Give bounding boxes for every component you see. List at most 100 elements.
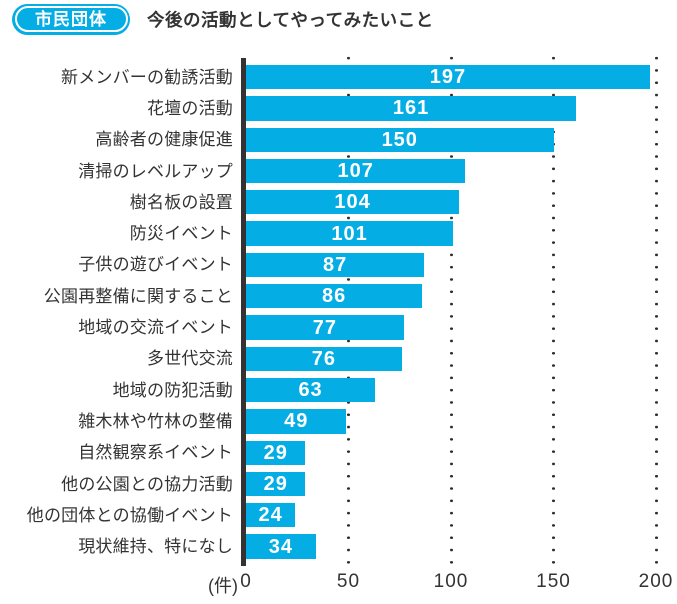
bar: 104: [246, 190, 460, 215]
gridline: [347, 52, 350, 573]
bar: 76: [246, 346, 402, 371]
gridlines: [246, 52, 677, 573]
bar: 34: [246, 534, 316, 559]
category-label: 新メンバーの勧誘活動: [61, 67, 233, 87]
bar-value-label: 197: [429, 66, 467, 89]
category-label: 公園再整備に関すること: [43, 286, 233, 306]
bar-row: 子供の遊びイベント 87: [0, 252, 677, 278]
x-tick-label: 150: [536, 571, 571, 592]
bar-track: 63: [246, 377, 677, 403]
bar: 87: [246, 252, 425, 278]
x-axis: (件) 0 50 100 150 200: [0, 570, 677, 598]
bar-track: 197: [246, 65, 677, 90]
bar: 24: [246, 503, 296, 528]
bar-track: 76: [246, 346, 677, 371]
x-tick-label: 100: [433, 571, 469, 592]
bar-row: 他の団体との協働イベント 24: [0, 503, 677, 528]
gridline: [654, 52, 658, 573]
bar-row: 清掃のレベルアップ 107: [0, 158, 677, 184]
bar: 29: [246, 471, 306, 497]
bar: 63: [246, 377, 376, 403]
bar: 86: [246, 284, 423, 309]
bar-track: 86: [246, 284, 677, 309]
chart-header: 市民団体 今後の活動としてやってみたいこと: [12, 3, 434, 35]
bar: 107: [246, 158, 466, 184]
x-tick-label: 0: [240, 571, 252, 592]
chart-title: 今後の活動としてやってみたいこと: [147, 9, 434, 30]
bar-row: 雑木林や竹林の整備 49: [0, 409, 677, 434]
bar-row: 新メンバーの勧誘活動 197: [0, 65, 677, 90]
bar-track: 49: [246, 409, 677, 434]
bar-value-label: 63: [298, 379, 323, 402]
bar-track: 24: [246, 503, 677, 528]
bar-value-label: 161: [392, 97, 430, 120]
bar-value-label: 150: [381, 128, 418, 151]
bar: 49: [246, 409, 347, 434]
bar-row: 多世代交流 76: [0, 346, 677, 371]
category-label: 自然観察系イベント: [78, 443, 233, 463]
bar-row: 地域の防犯活動 63: [0, 377, 677, 403]
bar-row: 自然観察系イベント 29: [0, 440, 677, 465]
category-label: 樹名板の設置: [129, 192, 233, 212]
bar-track: 77: [246, 315, 677, 340]
category-label: 他の公園との協力活動: [61, 474, 233, 494]
bar-row: 他の公園との協力活動 29: [0, 471, 677, 497]
bar-row: 高齢者の健康促進 150: [0, 127, 677, 152]
bar-track: 161: [246, 96, 677, 121]
bar-value-label: 104: [334, 191, 371, 214]
bar-row: 花壇の活動 161: [0, 96, 677, 121]
category-label: 雑木林や竹林の整備: [78, 411, 233, 431]
bar-row: 現状維持、特になし 34: [0, 534, 677, 559]
badge-label: 市民団体: [35, 9, 107, 29]
y-axis-line: [240, 58, 246, 566]
bar-track: 104: [246, 190, 677, 215]
bar-track: 87: [246, 252, 677, 278]
category-label: 高齢者の健康促進: [95, 130, 233, 150]
bar-value-label: 101: [331, 222, 368, 245]
unit-label: (件): [208, 576, 238, 596]
category-label: 地域の防犯活動: [112, 380, 233, 400]
bar-row: 地域の交流イベント 77: [0, 315, 677, 340]
bar-track: 107: [246, 158, 677, 184]
bar: 197: [246, 65, 650, 90]
x-tick-label: 200: [638, 571, 674, 592]
category-label: 清掃のレベルアップ: [78, 161, 233, 181]
category-badge: 市民団体: [12, 3, 130, 35]
bar: 29: [246, 440, 306, 465]
bar: 150: [246, 127, 554, 152]
gridline: [449, 52, 453, 573]
category-label: 他の団体との協働イベント: [26, 505, 233, 525]
bar-track: 150: [246, 127, 677, 152]
bar-track: 29: [246, 440, 677, 465]
gridline: [552, 52, 555, 573]
bar-value-label: 49: [284, 410, 309, 433]
bar-track: 29: [246, 471, 677, 497]
category-label: 地域の交流イベント: [78, 318, 233, 338]
bar-chart: 新メンバーの勧誘活動 197 花壇の活動 161 高齢者の健康促進 150 清掃のレベルアッ…: [0, 52, 677, 604]
bar-row: 防災イベント 101: [0, 221, 677, 246]
bar-value-label: 87: [323, 253, 348, 276]
bar: 161: [246, 96, 577, 121]
bar-value-label: 107: [337, 160, 374, 183]
bar: 77: [246, 315, 404, 340]
bar-rows: 新メンバーの勧誘活動 197 花壇の活動 161 高齢者の健康促進 150 清掃のレベルアッ…: [0, 65, 677, 559]
category-label: 多世代交流: [147, 349, 233, 369]
bar-value-label: 24: [258, 504, 283, 527]
bar-row: 公園再整備に関すること 86: [0, 284, 677, 309]
bar-value-label: 29: [263, 473, 288, 495]
category-label: 花壇の活動: [147, 98, 233, 118]
bar: 101: [246, 221, 454, 246]
category-label: 防災イベント: [129, 224, 233, 244]
category-label: 子供の遊びイベント: [78, 255, 233, 275]
bar-value-label: 29: [263, 441, 288, 464]
bar-value-label: 76: [311, 347, 337, 370]
bar-value-label: 86: [322, 285, 347, 308]
bar-track: 34: [246, 534, 677, 559]
category-label: 現状維持、特になし: [78, 537, 233, 557]
bar-track: 101: [246, 221, 677, 246]
x-tick-label: 50: [336, 571, 361, 592]
bar-value-label: 34: [268, 535, 293, 558]
bar-row: 樹名板の設置 104: [0, 190, 677, 215]
bar-value-label: 77: [312, 316, 338, 339]
